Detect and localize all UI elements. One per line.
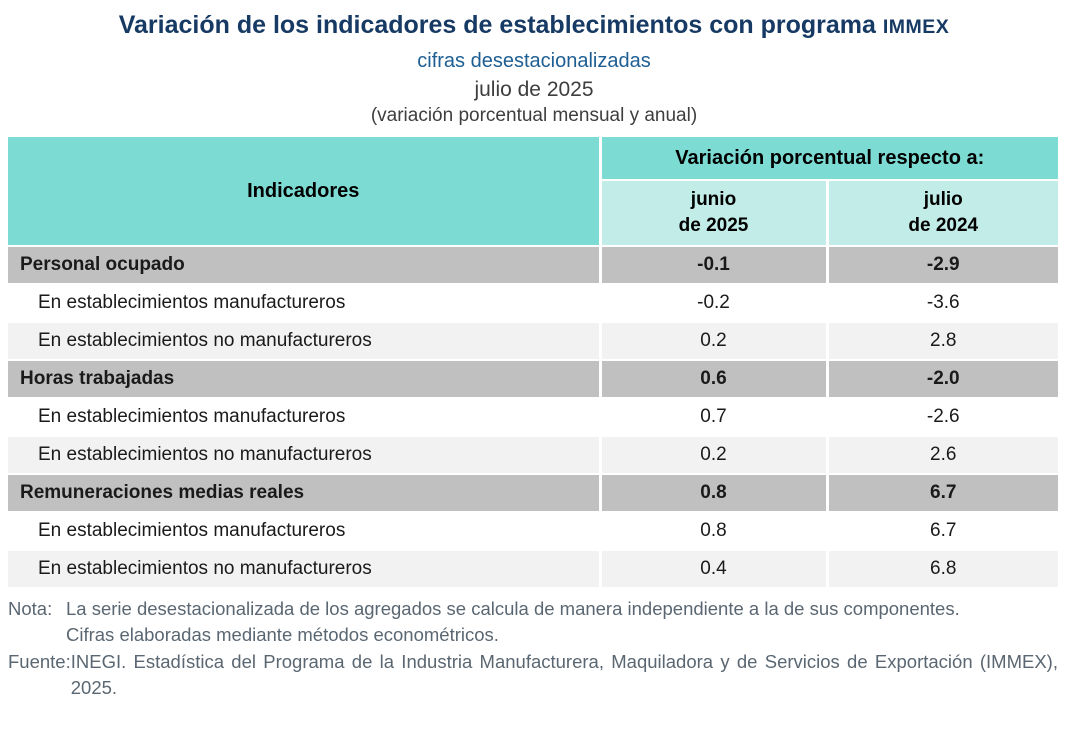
column-header-julio-2024: julio de 2024 bbox=[825, 179, 1058, 246]
value-junio: 0.8 bbox=[598, 511, 827, 550]
header-row-group: Indicadores Variación porcentual respect… bbox=[8, 137, 1058, 246]
fuente-text: INEGI. Estadística del Programa de la In… bbox=[70, 650, 1058, 698]
value-junio: 0.2 bbox=[598, 321, 827, 360]
value-junio: -0.1 bbox=[598, 245, 827, 284]
indicator-label: Personal ocupado bbox=[8, 245, 600, 284]
value-julio: -2.9 bbox=[825, 245, 1058, 284]
value-junio: 0.7 bbox=[598, 397, 827, 436]
table-row: En establecimientos manufactureros 0.8 6… bbox=[8, 511, 1058, 550]
indicator-label: En establecimientos no manufactureros bbox=[8, 435, 600, 474]
measure-note: (variación porcentual mensual y anual) bbox=[370, 105, 698, 126]
table-row: En establecimientos no manufactureros 0.… bbox=[8, 549, 1058, 587]
value-julio: -2.0 bbox=[825, 359, 1058, 398]
indicator-label: En establecimientos no manufactureros bbox=[8, 321, 600, 360]
title-block: Variación de los indicadores de establec… bbox=[0, 0, 1068, 127]
column-header-junio-2025: junio de 2025 bbox=[598, 179, 827, 246]
nota-label: Nota: bbox=[8, 598, 53, 619]
fuente-body: INEGI. Estadística del Programa de la In… bbox=[71, 649, 1058, 702]
value-julio: 6.7 bbox=[825, 511, 1058, 550]
value-junio: 0.8 bbox=[598, 473, 827, 512]
nota-line-1: La serie desestacionalizada de los agreg… bbox=[66, 598, 960, 619]
fuente-label: Fuente: bbox=[8, 650, 71, 672]
indicator-label: En establecimientos no manufactureros bbox=[8, 549, 600, 587]
value-junio: -0.2 bbox=[598, 283, 827, 322]
page-title-acronym: IMMEX bbox=[882, 16, 950, 38]
value-julio: 2.6 bbox=[825, 435, 1058, 474]
table-row-horas-trabajadas: Horas trabajadas 0.6 -2.0 bbox=[8, 359, 1058, 398]
indicator-label: Remuneraciones medias reales bbox=[8, 473, 600, 512]
nota-row: Nota: La serie desestacionalizada de los… bbox=[8, 596, 1058, 649]
subtitle: cifras desestacionalizadas bbox=[417, 50, 651, 72]
value-junio: 0.4 bbox=[598, 549, 827, 587]
page-title-text: Variación de los indicadores de establec… bbox=[118, 11, 876, 39]
table-row: En establecimientos manufactureros -0.2 … bbox=[8, 283, 1058, 322]
value-julio: -3.6 bbox=[825, 283, 1058, 322]
header-row-periods: junio de 2025 julio de 2024 bbox=[8, 179, 1058, 246]
table-row: En establecimientos no manufactureros 0.… bbox=[8, 321, 1058, 360]
period-label: julio de 2025 bbox=[474, 78, 594, 101]
value-julio: 2.8 bbox=[825, 321, 1058, 360]
value-junio: 0.2 bbox=[598, 435, 827, 474]
indicator-label: En establecimientos manufactureros bbox=[8, 511, 600, 550]
column-header-indicadores: Indicadores bbox=[8, 137, 600, 246]
nota-line-2: Cifras elaboradas mediante métodos econo… bbox=[66, 624, 499, 646]
table-row: En establecimientos no manufactureros 0.… bbox=[8, 435, 1058, 474]
indicator-label: Horas trabajadas bbox=[8, 359, 600, 398]
fuente-row: Fuente: INEGI. Estadística del Programa … bbox=[8, 649, 1058, 702]
table-row-personal-ocupado: Personal ocupado -0.1 -2.9 bbox=[8, 245, 1058, 284]
value-julio: -2.6 bbox=[825, 397, 1058, 436]
indicator-label: En establecimientos manufactureros bbox=[8, 397, 600, 436]
column-group-header: Variación porcentual respecto a: bbox=[598, 137, 1058, 180]
footnotes: Nota: La serie desestacionalizada de los… bbox=[8, 596, 1058, 701]
table-row: En establecimientos manufactureros 0.7 -… bbox=[8, 397, 1058, 436]
page-title: Variación de los indicadores de establec… bbox=[0, 10, 1068, 42]
value-junio: 0.6 bbox=[598, 359, 827, 398]
indicator-label: En establecimientos manufactureros bbox=[8, 283, 600, 322]
nota-body: La serie desestacionalizada de los agreg… bbox=[66, 596, 1058, 649]
value-julio: 6.8 bbox=[825, 549, 1058, 587]
indicators-table: Indicadores Variación porcentual respect… bbox=[8, 137, 1058, 587]
value-julio: 6.7 bbox=[825, 473, 1058, 512]
table-row-remuneraciones: Remuneraciones medias reales 0.8 6.7 bbox=[8, 473, 1058, 512]
